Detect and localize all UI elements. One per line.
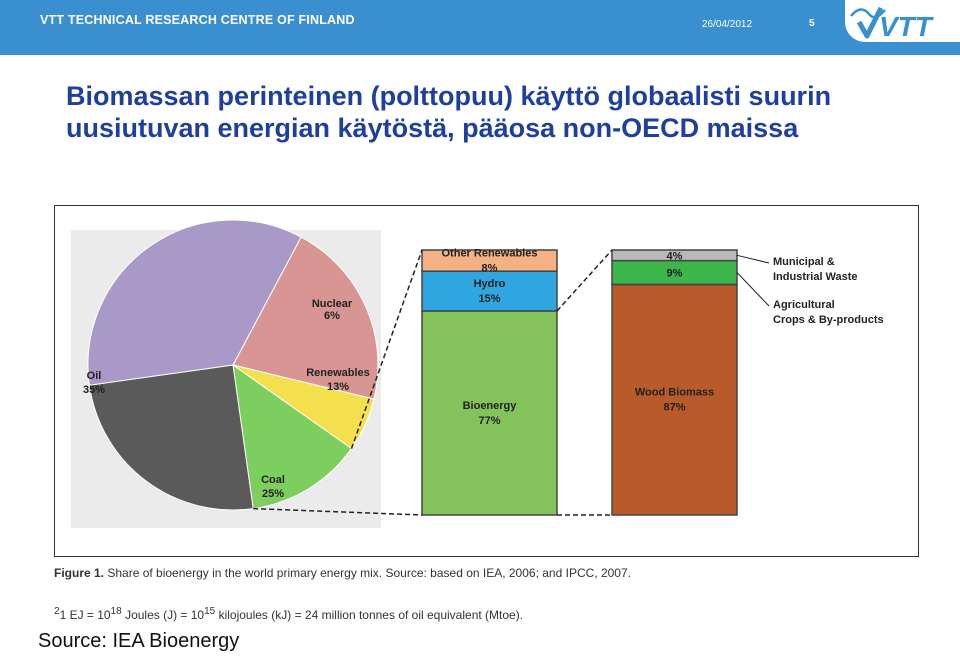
energy-mix-chart: Gas21%Nuclear6%Renewables13%Coal25%Oil35… <box>71 219 884 528</box>
bar-segment-wood-biomass <box>611 283 738 516</box>
title-line-1: Biomassan perinteinen (polttopuu) käyttö… <box>66 81 832 111</box>
bar-label-hydro: Hydro <box>474 278 506 290</box>
unit-note: 21 EJ = 1018 Joules (J) = 1015 kilojoule… <box>54 606 523 622</box>
pie-label-renewables: Renewables <box>306 367 370 379</box>
note-text: kilojoules (kJ) = 24 million tonnes of o… <box>215 608 524 622</box>
source-text: Source: IEA Bioenergy <box>38 630 240 652</box>
connector-line <box>253 507 423 516</box>
title-line-2: uusiutuvan energian käytöstä, pääosa non… <box>66 113 799 143</box>
note-exp-18: 18 <box>110 606 122 617</box>
organization-name: VTT TECHNICAL RESEARCH CENTRE OF FINLAND <box>40 13 355 27</box>
bar-value-segment-2: 4% <box>667 250 683 262</box>
bar-label-other-renewables: Other Renewables <box>442 248 538 260</box>
vtt-logo: VTT <box>845 0 960 42</box>
leader-line <box>736 254 770 264</box>
pie-slice-coal <box>88 364 254 511</box>
bar-value-hydro: 15% <box>478 293 500 305</box>
bar-value-other-renewables: 8% <box>482 263 498 275</box>
side-label-agricultural: Agricultural <box>773 299 835 311</box>
caption-text: Share of bioenergy in the world primary … <box>104 566 631 580</box>
note-text: 1 EJ = 10 <box>59 608 111 622</box>
figure-frame: Gas21%Nuclear6%Renewables13%Coal25%Oil35… <box>54 205 919 557</box>
pie-label-oil: Oil <box>87 370 102 382</box>
pie-slice-oil <box>87 219 302 386</box>
note-exp-15: 15 <box>204 606 216 617</box>
connector-line <box>350 249 423 449</box>
bar-label-wood-biomass: Wood Biomass <box>635 387 714 399</box>
figure-caption: Figure 1. Share of bioenergy in the worl… <box>54 566 631 580</box>
leader-line <box>736 272 770 307</box>
pie-value-oil: 35% <box>83 384 105 396</box>
bar-segment-other-renewables <box>421 249 558 272</box>
bar-label-bioenergy: Bioenergy <box>463 400 518 412</box>
pie-label-nuclear: Nuclear <box>312 298 353 310</box>
slide-date: 26/04/2012 <box>702 19 753 30</box>
note-sup: 2 <box>54 606 60 617</box>
bar-value-segment-1: 9% <box>667 268 683 280</box>
pie-value-nuclear: 6% <box>324 310 340 322</box>
pie-slice-gas <box>232 236 379 400</box>
pie-slice-renewables <box>232 363 353 510</box>
header-bar <box>0 0 960 55</box>
side-label-municipal: Municipal & <box>773 256 835 268</box>
connector-line <box>556 249 613 312</box>
side-label-municipal: Industrial Waste <box>773 271 858 283</box>
bar-segment-bioenergy <box>421 310 558 516</box>
bar-value-wood-biomass: 87% <box>663 402 685 414</box>
pie-value-coal: 25% <box>262 488 284 500</box>
pie-label-coal: Coal <box>261 474 285 486</box>
vtt-logo-icon: VTT <box>850 6 935 42</box>
logo-text: VTT <box>879 11 935 42</box>
note-text: Joules (J) = 10 <box>121 608 205 622</box>
pie-value-renewables: 13% <box>327 381 349 393</box>
side-label-agricultural: Crops & By-products <box>773 314 884 326</box>
slide-title: Biomassan perinteinen (polttopuu) käyttö… <box>66 80 946 144</box>
bar-value-bioenergy: 77% <box>478 415 500 427</box>
slide-number: 5 <box>809 18 815 29</box>
caption-label: Figure 1. <box>54 566 105 580</box>
